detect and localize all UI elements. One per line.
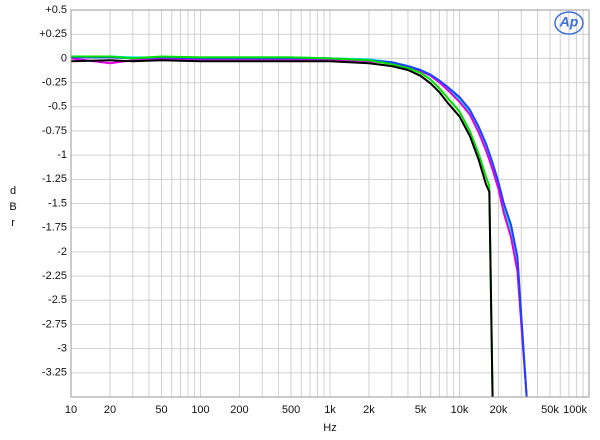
grid	[70, 9, 590, 397]
logo-ring	[554, 11, 584, 35]
y-tick-label: -0.75	[42, 125, 67, 137]
y-axis-label: dBr	[7, 185, 19, 233]
y-tick-label: +0.5	[45, 4, 67, 16]
y-tick-label: -3	[57, 343, 67, 355]
x-tick-label: 10	[65, 404, 77, 416]
x-axis-label: Hz	[323, 422, 336, 434]
plot-border	[70, 9, 590, 398]
x-tick-label: 5k	[415, 404, 427, 416]
y-tick-label: 0	[61, 52, 67, 64]
data-line	[70, 59, 494, 398]
y-tick-label: -2.5	[48, 294, 67, 306]
y-tick-label: -0.5	[48, 101, 67, 113]
y-tick-label: -1.25	[42, 173, 67, 185]
y-tick-label: -2.25	[42, 270, 67, 282]
y-tick-label: -0.25	[42, 76, 67, 88]
y-tick-label: -1	[57, 149, 67, 161]
x-tick-label: 100	[191, 404, 209, 416]
y-tick-label: -1.5	[48, 197, 67, 209]
logo: Ap	[559, 14, 579, 30]
x-tick-label: 500	[282, 404, 300, 416]
x-tick-label: 100k	[563, 404, 587, 416]
y-tick-label: -2.75	[42, 318, 67, 330]
x-tick-label: 20k	[490, 404, 508, 416]
y-tick-label: -1.75	[42, 222, 67, 234]
lines	[70, 55, 528, 398]
y-tick-label: -3.25	[42, 367, 67, 379]
x-tick-label: 10k	[451, 404, 469, 416]
x-tick-label: 1k	[324, 404, 336, 416]
x-tick-label: 50	[155, 404, 167, 416]
data-line	[71, 55, 494, 398]
x-tick-label: 2k	[363, 404, 375, 416]
y-tick-label: -2	[57, 246, 67, 258]
x-tick-label: 20	[104, 404, 116, 416]
x-tick-label: 200	[230, 404, 248, 416]
x-tick-label: 50k	[541, 404, 559, 416]
y-tick-label: +0.25	[39, 28, 67, 40]
